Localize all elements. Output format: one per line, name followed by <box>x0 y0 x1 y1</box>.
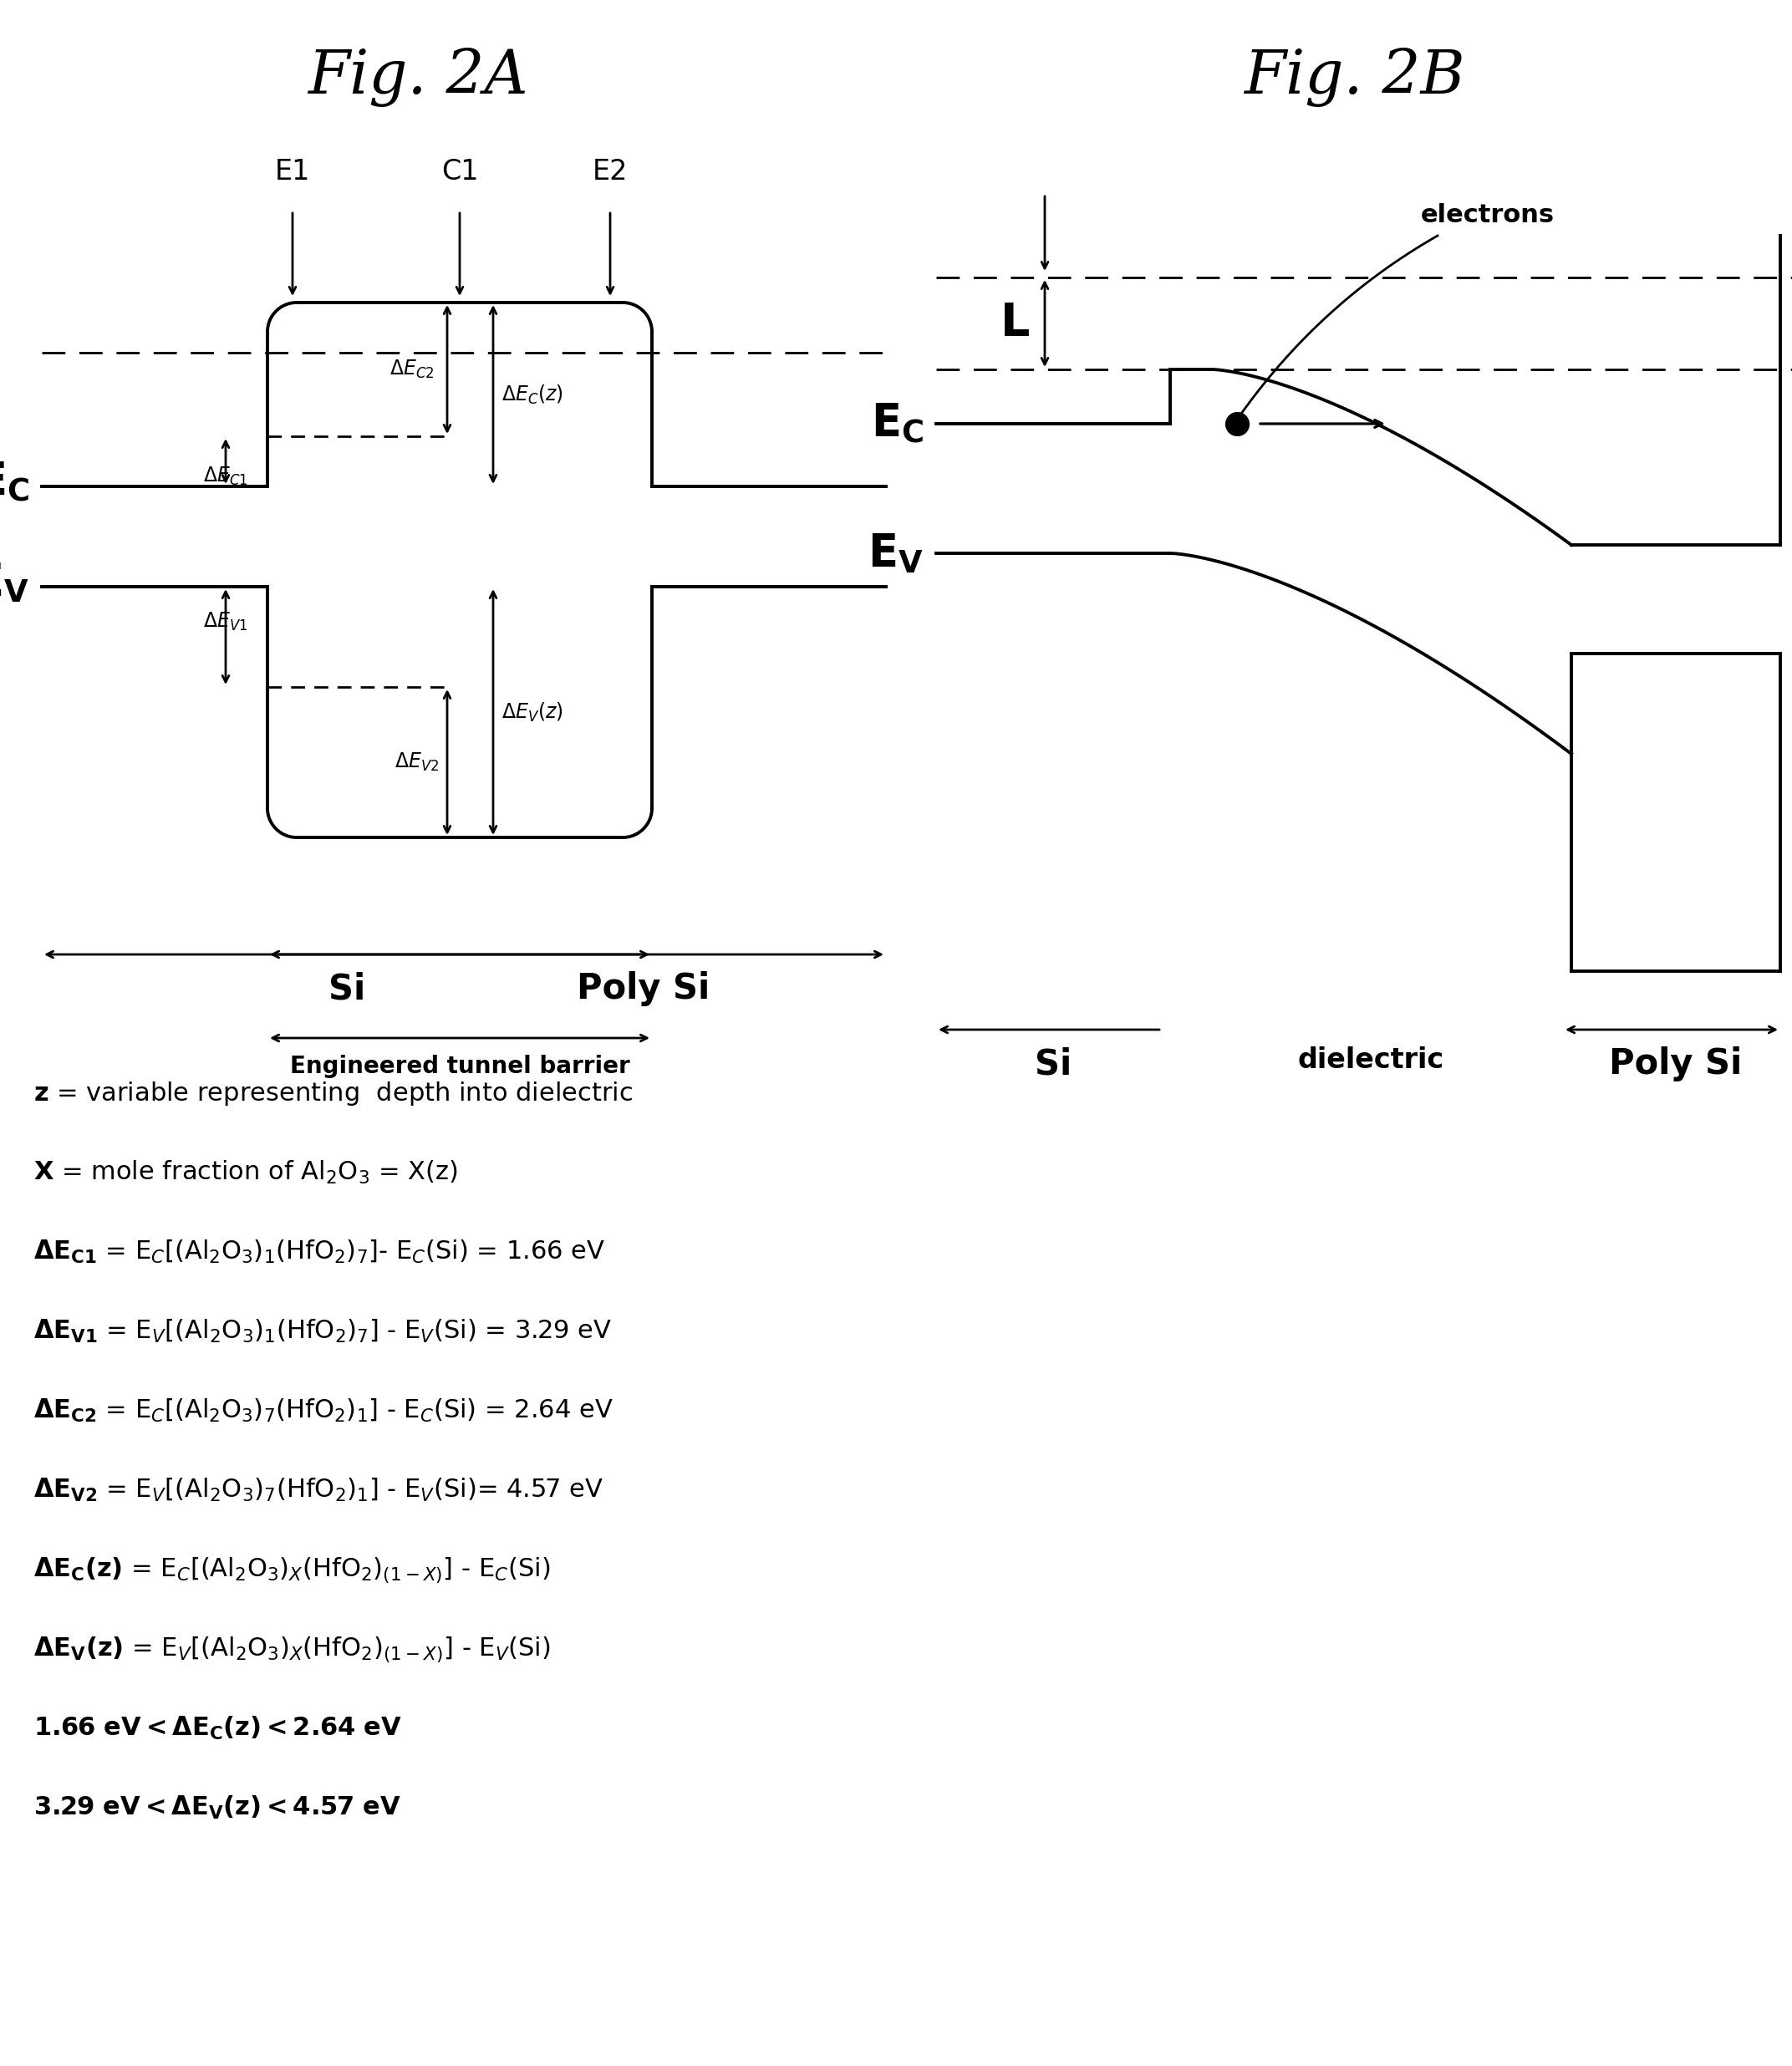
Text: $\Delta E_{C1}$: $\Delta E_{C1}$ <box>202 465 247 488</box>
Text: $\mathbf{\Delta E_V(z)}$ = E$_V$[(Al$_2$O$_3$)$_X$(HfO$_2$)$_{(1-X)}$] - E$_V$(S: $\mathbf{\Delta E_V(z)}$ = E$_V$[(Al$_2$… <box>34 1636 550 1665</box>
Text: $\Delta E_V(z)$: $\Delta E_V(z)$ <box>502 700 563 723</box>
Text: $\mathbf{\Delta E_{C1}}$ = E$_C$[(Al$_2$O$_3$)$_1$(HfO$_2$)$_7$]- E$_C$(Si) = 1.: $\mathbf{\Delta E_{C1}}$ = E$_C$[(Al$_2$… <box>34 1240 606 1264</box>
Text: $\mathbf{E_C}$: $\mathbf{E_C}$ <box>0 461 29 504</box>
Text: $\mathbf{E_C}$: $\mathbf{E_C}$ <box>871 401 923 446</box>
Text: $\Delta E_{V1}$: $\Delta E_{V1}$ <box>204 612 247 632</box>
Text: Poly Si: Poly Si <box>1609 1045 1742 1081</box>
Text: $\Delta E_{C2}$: $\Delta E_{C2}$ <box>391 359 435 380</box>
Text: $\mathbf{\Delta E_{C2}}$ = E$_C$[(Al$_2$O$_3$)$_7$(HfO$_2$)$_1$] - E$_C$(Si) = 2: $\mathbf{\Delta E_{C2}}$ = E$_C$[(Al$_2$… <box>34 1397 613 1423</box>
Text: Fig. 2B: Fig. 2B <box>1244 48 1464 107</box>
Text: $\mathbf{X}$ = mole fraction of Al$_2$O$_3$ = X(z): $\mathbf{X}$ = mole fraction of Al$_2$O$… <box>34 1159 457 1186</box>
Text: Engineered tunnel barrier: Engineered tunnel barrier <box>290 1056 629 1078</box>
Text: $\Delta E_C(z)$: $\Delta E_C(z)$ <box>502 382 563 405</box>
Text: C1: C1 <box>441 157 478 186</box>
Text: Si: Si <box>328 971 366 1006</box>
Text: dielectric: dielectric <box>1297 1045 1444 1074</box>
Text: Fig. 2A: Fig. 2A <box>308 48 529 107</box>
Text: $\Delta E_{V2}$: $\Delta E_{V2}$ <box>394 752 439 773</box>
Text: $\mathbf{3.29\ eV < \Delta E_V(z) < 4.57\ eV}$: $\mathbf{3.29\ eV < \Delta E_V(z) < 4.57… <box>34 1795 401 1822</box>
Text: L: L <box>1000 302 1030 345</box>
Text: $\mathbf{E_V}$: $\mathbf{E_V}$ <box>0 560 29 603</box>
Text: E2: E2 <box>593 157 627 186</box>
Text: $\mathbf{z}$ = variable representing  depth into dielectric: $\mathbf{z}$ = variable representing dep… <box>34 1081 633 1107</box>
Text: $\mathbf{\Delta E_C(z)}$ = E$_C$[(Al$_2$O$_3$)$_X$(HfO$_2$)$_{(1-X)}$] - E$_C$(S: $\mathbf{\Delta E_C(z)}$ = E$_C$[(Al$_2$… <box>34 1556 550 1587</box>
Text: $\mathbf{\Delta E_{V2}}$ = E$_V$[(Al$_2$O$_3$)$_7$(HfO$_2$)$_1$] - E$_V$(Si)= 4.: $\mathbf{\Delta E_{V2}}$ = E$_V$[(Al$_2$… <box>34 1477 604 1504</box>
Text: E1: E1 <box>274 157 310 186</box>
Text: Si: Si <box>1034 1045 1072 1081</box>
Text: electrons: electrons <box>1421 202 1555 227</box>
Text: $\mathbf{E_V}$: $\mathbf{E_V}$ <box>867 531 923 574</box>
Text: $\mathbf{1.66\ eV < \Delta E_C(z) < 2.64\ eV}$: $\mathbf{1.66\ eV < \Delta E_C(z) < 2.64… <box>34 1715 401 1742</box>
Text: Poly Si: Poly Si <box>577 971 710 1006</box>
Text: $\mathbf{\Delta E_{V1}}$ = E$_V$[(Al$_2$O$_3$)$_1$(HfO$_2$)$_7$] - E$_V$(Si) = 3: $\mathbf{\Delta E_{V1}}$ = E$_V$[(Al$_2$… <box>34 1318 611 1345</box>
